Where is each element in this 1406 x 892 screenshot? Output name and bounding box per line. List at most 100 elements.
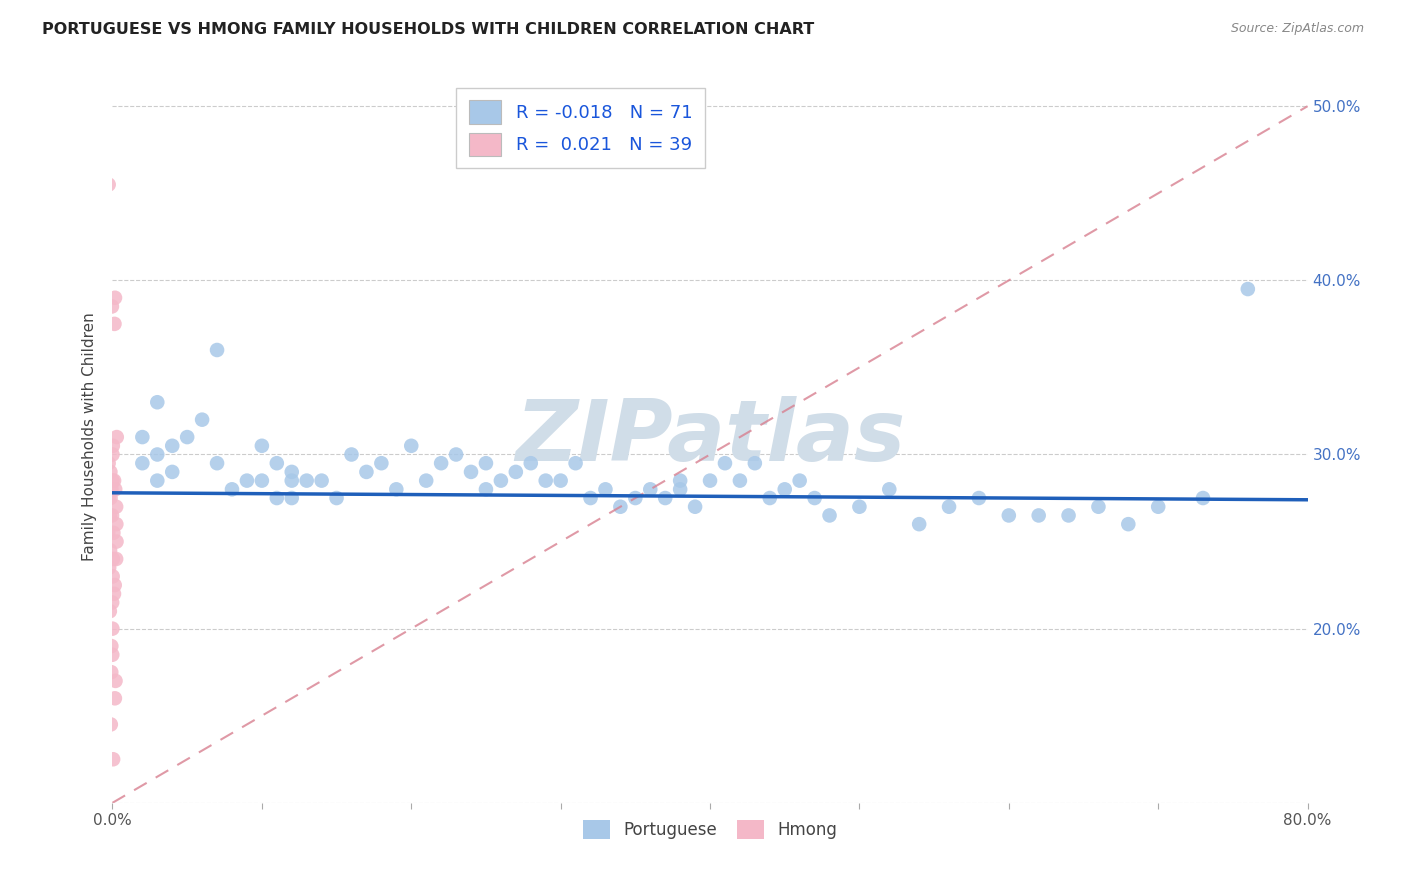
Point (744, 456, 766, 470)
Point (98, 560, 121, 574)
Point (176, 430, 198, 444)
Point (100, 483, 122, 497)
Point (1057, 508, 1080, 523)
Point (131, 456, 153, 470)
Point (505, 465, 527, 479)
Point (100, 717, 122, 731)
Point (103, 317, 125, 331)
Point (250, 474, 273, 488)
Point (415, 474, 437, 488)
Point (1237, 282, 1260, 296)
Point (236, 474, 259, 488)
Point (728, 474, 751, 488)
Point (162, 465, 183, 479)
Point (579, 491, 602, 505)
Point (98, 543, 121, 558)
Point (444, 448, 467, 462)
Point (938, 500, 960, 514)
Text: PORTUGUESE VS HMONG FAMILY HOUSEHOLDS WITH CHILDREN CORRELATION CHART: PORTUGUESE VS HMONG FAMILY HOUSEHOLDS WI… (42, 22, 814, 37)
Point (97, 525, 120, 540)
Point (101, 752, 124, 766)
Point (105, 534, 128, 549)
Point (205, 456, 228, 470)
Point (281, 491, 304, 505)
Point (550, 474, 572, 488)
Point (609, 500, 631, 514)
Point (624, 491, 647, 505)
Point (714, 456, 737, 470)
Point (311, 474, 333, 488)
Point (131, 430, 153, 444)
Point (146, 474, 169, 488)
Point (100, 491, 122, 505)
Point (105, 552, 128, 566)
Point (97, 456, 120, 470)
Point (250, 439, 273, 453)
Point (460, 465, 482, 479)
Point (101, 439, 124, 453)
Point (104, 578, 127, 592)
Point (967, 491, 990, 505)
Point (100, 665, 122, 680)
Point (146, 448, 169, 462)
Point (475, 456, 498, 470)
Point (97, 178, 120, 192)
Point (205, 343, 228, 357)
Point (104, 291, 127, 305)
Point (654, 491, 676, 505)
Point (101, 448, 124, 462)
Legend: Portuguese, Hmong: Portuguese, Hmong (576, 814, 844, 846)
Point (803, 491, 825, 505)
Point (162, 439, 183, 453)
Point (266, 491, 288, 505)
Point (104, 673, 127, 688)
Text: Source: ZipAtlas.com: Source: ZipAtlas.com (1230, 22, 1364, 36)
Point (191, 412, 214, 426)
Point (998, 508, 1021, 523)
Point (101, 595, 124, 609)
Point (385, 483, 408, 497)
Point (1192, 491, 1215, 505)
Point (101, 300, 124, 314)
Point (105, 430, 128, 444)
Point (101, 552, 124, 566)
Point (669, 483, 692, 497)
Point (683, 500, 706, 514)
Point (640, 483, 662, 497)
Point (103, 587, 125, 601)
Point (97, 491, 120, 505)
Point (430, 456, 453, 470)
Point (101, 569, 124, 583)
Point (534, 474, 557, 488)
Point (100, 465, 122, 479)
Point (879, 483, 901, 497)
Point (1087, 500, 1109, 514)
Point (101, 474, 124, 488)
Point (489, 474, 512, 488)
Point (759, 491, 782, 505)
Point (699, 474, 721, 488)
Point (789, 474, 811, 488)
Point (103, 474, 125, 488)
Point (475, 483, 498, 497)
Point (340, 448, 363, 462)
Point (103, 525, 125, 540)
Point (100, 639, 122, 653)
Point (848, 500, 870, 514)
Point (104, 483, 127, 497)
Point (281, 474, 304, 488)
Point (908, 517, 931, 532)
Point (1118, 517, 1140, 532)
Point (221, 483, 243, 497)
Point (356, 465, 378, 479)
Point (101, 648, 124, 662)
Point (1028, 508, 1050, 523)
Point (295, 474, 318, 488)
Point (98, 508, 121, 523)
Point (98, 604, 121, 618)
Point (564, 456, 586, 470)
Point (595, 483, 617, 497)
Point (281, 465, 304, 479)
Point (105, 517, 128, 532)
Point (818, 508, 841, 523)
